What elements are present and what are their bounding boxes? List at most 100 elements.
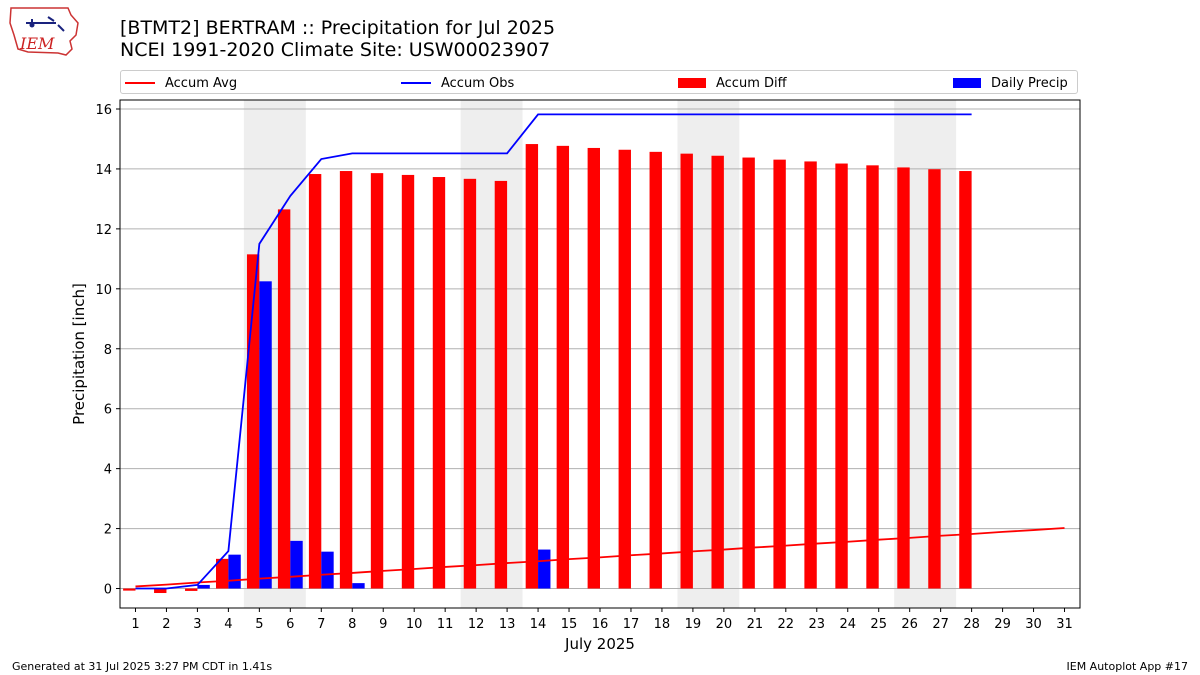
accum-diff-bar — [432, 177, 446, 589]
accum-diff-bar — [308, 174, 322, 589]
daily-precip-bar — [321, 551, 334, 589]
daily-precip-bar — [538, 549, 551, 589]
x-axis-label: July 2025 — [564, 635, 635, 653]
x-tick-label: 13 — [499, 617, 516, 632]
legend-label: Accum Obs — [441, 75, 515, 91]
x-tick-label: 26 — [901, 617, 918, 632]
y-tick-label: 0 — [104, 583, 112, 598]
accum-diff-bar — [773, 159, 786, 589]
x-tick-label: 23 — [809, 617, 826, 632]
accum-diff-bar — [959, 171, 972, 589]
chart-subtitle: NCEI 1991-2020 Climate Site: USW00023907 — [120, 39, 551, 61]
accum-diff-bar — [804, 161, 817, 589]
accum-diff-bar — [401, 174, 415, 589]
x-tick-label: 20 — [716, 617, 733, 632]
x-tick-label: 3 — [193, 617, 201, 632]
iem-logo: IEM — [9, 7, 79, 56]
y-tick-label: 10 — [95, 283, 112, 298]
x-tick-label: 9 — [379, 617, 387, 632]
accum-diff-bar — [370, 173, 384, 589]
legend-item-accum-avg: Accum Avg — [125, 74, 237, 92]
daily-precip-bar — [259, 281, 272, 589]
x-tick-label: 6 — [286, 617, 294, 632]
y-tick-label: 12 — [95, 223, 112, 238]
y-tick-label: 8 — [104, 343, 112, 358]
legend-box-icon — [678, 78, 706, 88]
legend-box-icon — [953, 78, 981, 88]
x-tick-label: 24 — [839, 617, 856, 632]
x-tick-label: 10 — [406, 617, 423, 632]
x-tick-label: 12 — [468, 617, 485, 632]
accum-diff-bar — [897, 167, 910, 589]
x-tick-label: 2 — [162, 617, 170, 632]
accum-diff-bar — [525, 144, 539, 589]
x-tick-label: 4 — [224, 617, 232, 632]
y-tick-label: 6 — [104, 403, 112, 418]
y-tick-label: 14 — [95, 163, 112, 178]
logo-text: IEM — [19, 34, 55, 53]
station-dot-icon — [29, 22, 35, 28]
accum-diff-bar — [277, 209, 291, 589]
x-tick-label: 14 — [530, 617, 547, 632]
legend-line-icon — [401, 82, 431, 84]
accum-diff-bar — [154, 588, 167, 594]
footer-generated-text: Generated at 31 Jul 2025 3:27 PM CDT in … — [12, 660, 273, 673]
legend-item-accum-diff: Accum Diff — [678, 74, 787, 92]
accum-diff-bar — [463, 178, 477, 589]
accum-diff-bar — [587, 147, 600, 589]
x-tick-label: 19 — [685, 617, 702, 632]
x-tick-label: 31 — [1056, 617, 1073, 632]
x-tick-label: 22 — [778, 617, 795, 632]
x-tick-label: 1 — [131, 617, 139, 632]
chart-title: [BTMT2] BERTRAM :: Precipitation for Jul… — [120, 17, 556, 39]
y-tick-label: 4 — [104, 463, 112, 478]
accum-diff-bar — [185, 588, 198, 591]
accum-diff-bar — [742, 157, 755, 589]
accum-diff-bar — [866, 165, 879, 589]
accum-avg-line — [135, 527, 1065, 588]
iowa-outline-icon — [9, 7, 79, 56]
legend-line-icon — [125, 82, 155, 84]
accum-diff-bar — [835, 163, 848, 589]
accum-obs-line — [135, 113, 972, 590]
accum-diff-bar — [494, 180, 508, 589]
legend-item-accum-obs: Accum Obs — [401, 74, 514, 92]
y-tick-label: 16 — [95, 103, 112, 118]
legend: Accum Avg Accum Obs Accum Diff Daily Pre… — [120, 70, 1078, 94]
x-tick-label: 18 — [654, 617, 671, 632]
accum-diff-bar — [711, 155, 724, 589]
x-axis-ticks: 1 2 3 4 5 6 7 8 9 10 11 12 13 14 15 16 17 18 19 20 21 22 23 24 2… — [131, 608, 1073, 632]
x-tick-label: 28 — [963, 617, 980, 632]
x-tick-label: 8 — [348, 617, 356, 632]
daily-precip-bar — [352, 583, 365, 589]
bar-series — [123, 144, 972, 594]
x-tick-label: 27 — [932, 617, 949, 632]
footer-app-text: IEM Autoplot App #17 — [1066, 660, 1189, 673]
x-tick-label: 5 — [255, 617, 263, 632]
legend-label: Daily Precip — [991, 75, 1068, 91]
x-tick-label: 25 — [870, 617, 887, 632]
legend-item-daily-precip: Daily Precip — [953, 74, 1068, 92]
daily-precip-bar — [197, 584, 210, 589]
accum-diff-bar — [339, 171, 353, 589]
line-series — [135, 113, 1065, 590]
y-axis-ticks: 0 2 4 6 8 10 12 14 16 — [95, 103, 120, 598]
x-tick-label: 11 — [437, 617, 454, 632]
legend-label: Accum Avg — [165, 75, 238, 91]
daily-precip-bar — [290, 540, 303, 589]
y-tick-label: 2 — [104, 523, 112, 538]
accum-diff-bar — [928, 169, 941, 589]
accum-diff-bar — [556, 145, 570, 589]
legend-label: Accum Diff — [716, 75, 787, 91]
x-tick-label: 15 — [561, 617, 578, 632]
x-tick-label: 29 — [994, 617, 1011, 632]
accum-diff-bar — [123, 588, 136, 591]
accum-diff-bar — [618, 149, 631, 589]
daily-precip-bar — [228, 554, 241, 589]
x-tick-label: 21 — [747, 617, 764, 632]
x-tick-label: 16 — [592, 617, 609, 632]
x-tick-label: 30 — [1025, 617, 1042, 632]
x-tick-label: 17 — [623, 617, 640, 632]
accum-diff-bar — [649, 151, 662, 589]
